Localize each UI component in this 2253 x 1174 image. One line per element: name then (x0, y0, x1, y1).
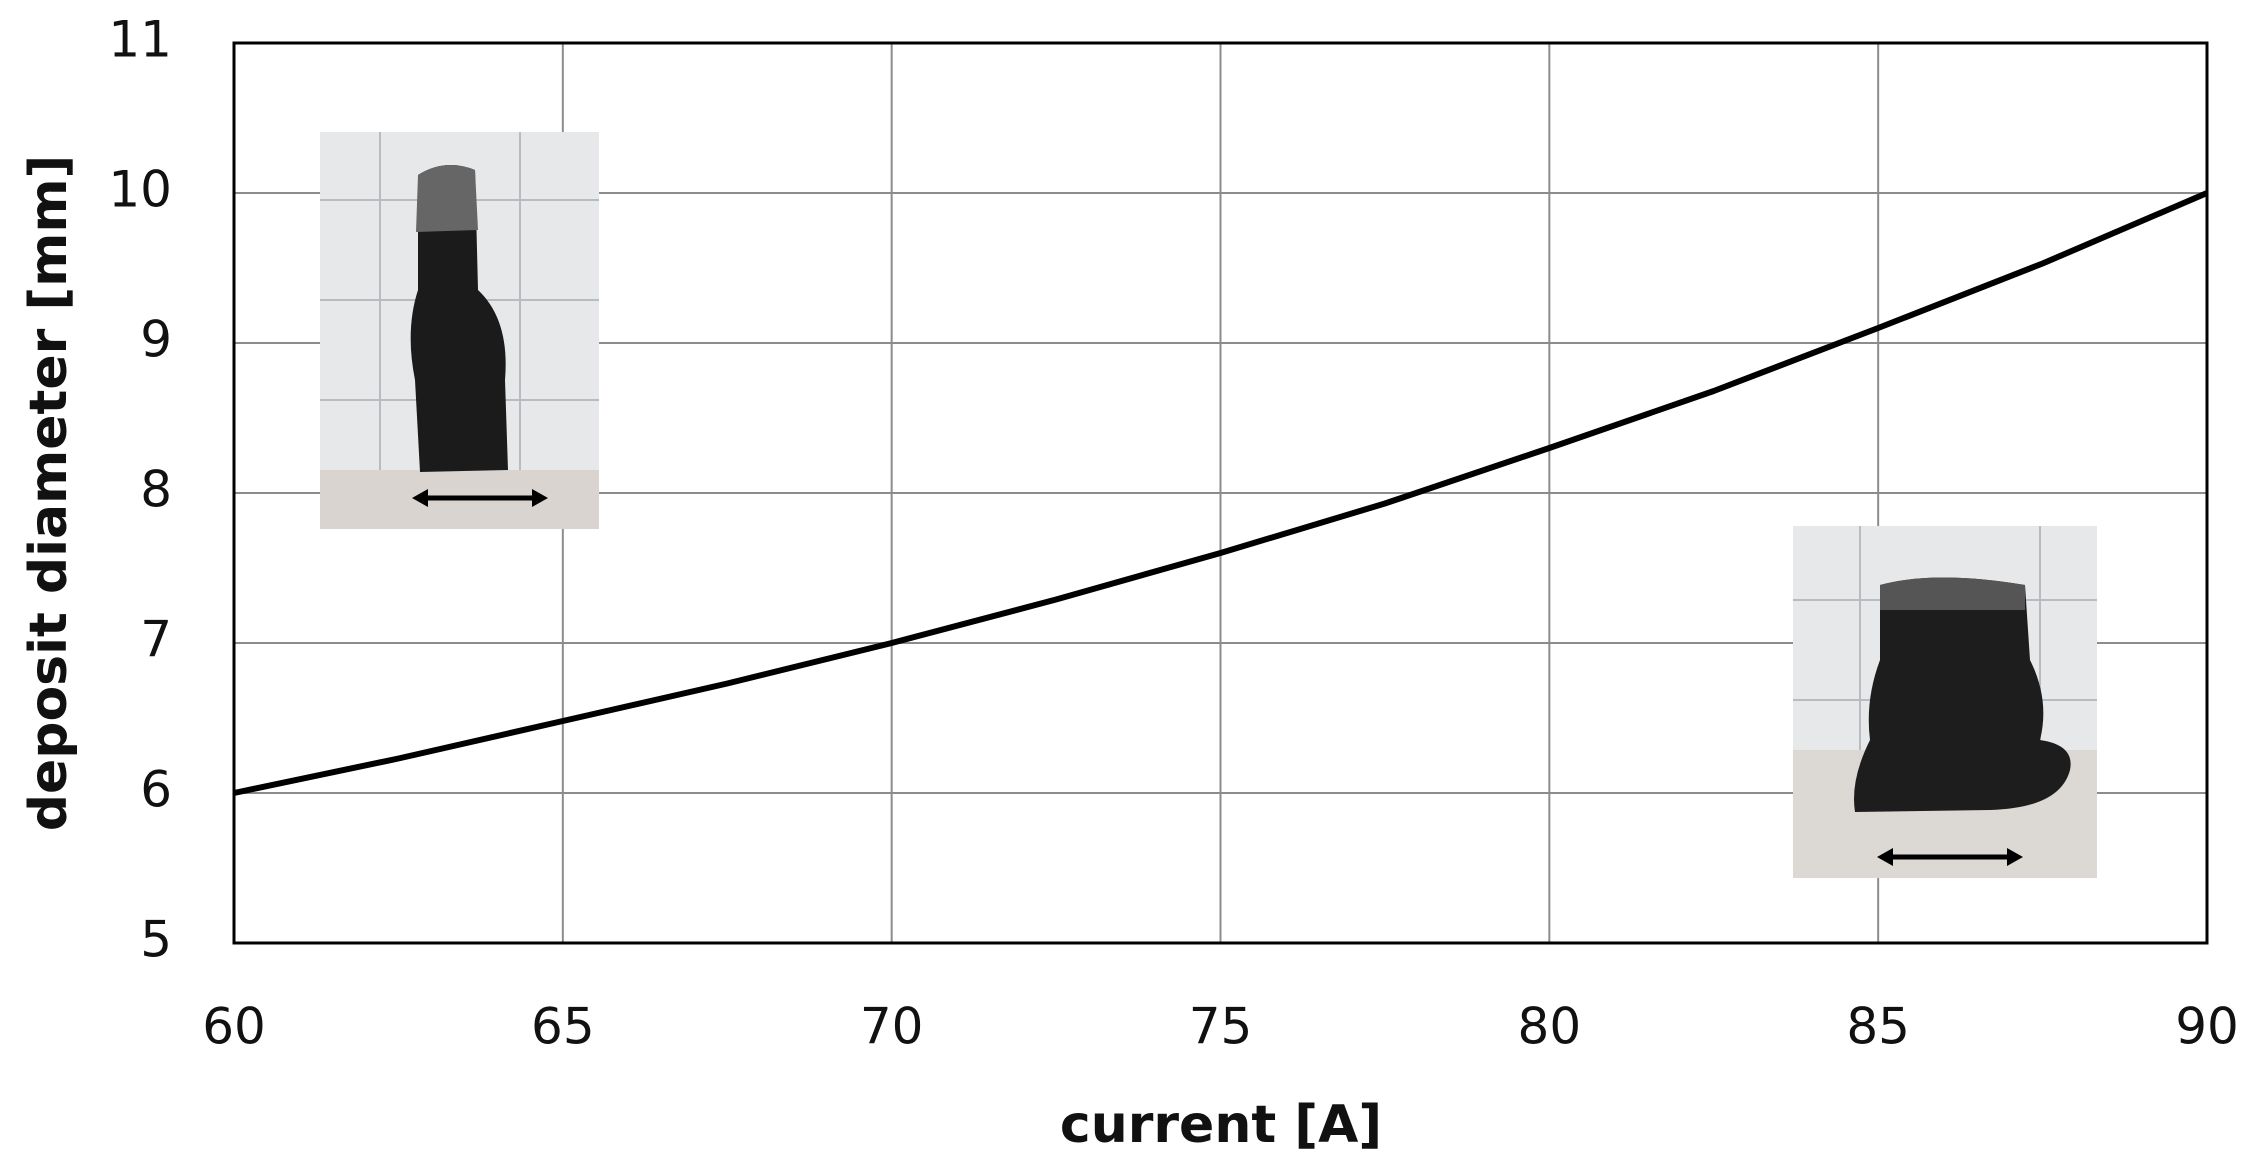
y-tick-label: 8 (140, 461, 172, 519)
y-tick-label: 6 (140, 761, 172, 819)
x-tick-label: 80 (1518, 998, 1582, 1056)
y-tick-label: 9 (140, 311, 172, 369)
x-tick-label: 70 (860, 998, 924, 1056)
x-tick-label: 60 (202, 998, 266, 1056)
x-tick-label: 75 (1189, 998, 1253, 1056)
data-line (233, 190, 2209, 796)
y-tick-label: 10 (108, 161, 172, 219)
x-tick-label: 85 (1846, 998, 1910, 1056)
inset-photo-right (1793, 526, 2097, 878)
x-tick-label: 90 (2175, 998, 2239, 1056)
y-tick-label: 7 (140, 611, 172, 669)
x-tick-label: 65 (531, 998, 595, 1056)
x-axis-title: current [A] (1060, 1095, 1382, 1155)
y-axis-title: deposit diameter [mm] (19, 155, 79, 832)
inset-photo-left (320, 132, 599, 529)
plot-frame (232, 41, 2209, 945)
y-tick-label: 5 (140, 911, 172, 969)
y-tick-label: 11 (108, 11, 172, 69)
